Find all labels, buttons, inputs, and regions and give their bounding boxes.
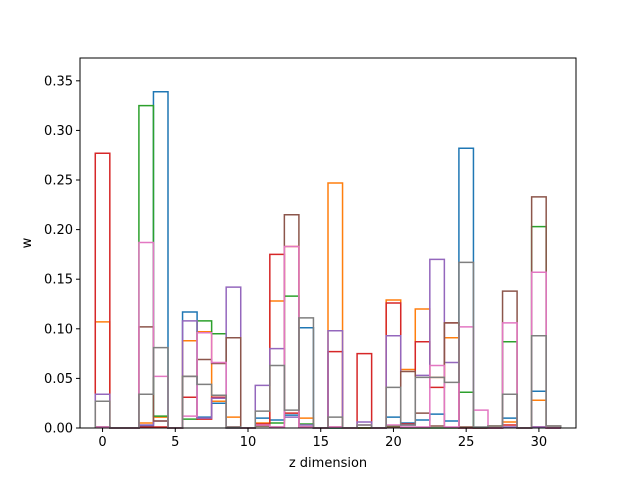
x-tick-label: 20	[385, 435, 402, 450]
y-tick-label: 0.20	[44, 223, 73, 238]
x-tick-label: 5	[171, 435, 179, 450]
y-tick-label: 0.35	[44, 74, 73, 89]
x-tick-label: 10	[240, 435, 257, 450]
y-tick-label: 0.00	[44, 422, 73, 437]
x-tick-label: 25	[458, 435, 475, 450]
y-axis-ticks: 0.00 0.05 0.10 0.15 0.20 0.25 0.30 0.35	[44, 74, 80, 437]
y-axis-label: w	[20, 237, 35, 248]
plot-frame	[79, 57, 577, 429]
y-tick-label: 0.15	[44, 273, 73, 288]
plot-series	[94, 90, 562, 429]
y-tick-label: 0.30	[44, 124, 73, 139]
y-tick-label: 0.10	[44, 322, 73, 337]
x-axis-label: z dimension	[289, 456, 367, 471]
y-tick-label: 0.05	[44, 372, 73, 387]
y-tick-label: 0.25	[44, 174, 73, 189]
x-tick-label: 30	[531, 435, 548, 450]
x-tick-label: 15	[312, 435, 329, 450]
x-axis-ticks: 0 5 10 15 20 25 30	[98, 428, 547, 450]
x-tick-label: 0	[98, 435, 106, 450]
